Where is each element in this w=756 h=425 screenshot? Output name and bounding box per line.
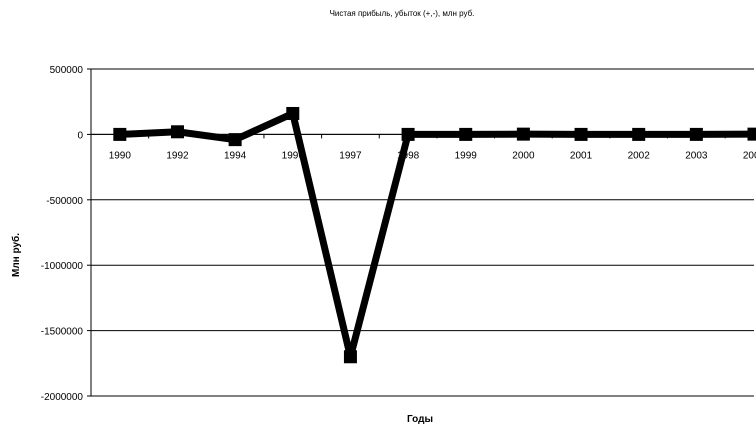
x-tick-label: 2001	[570, 150, 593, 161]
y-tick-label: -500000	[46, 196, 83, 207]
data-point	[113, 127, 127, 141]
gridlines	[87, 68, 754, 397]
x-axis-title: Годы	[407, 414, 433, 425]
y-tick-label: -1500000	[41, 327, 84, 338]
y-tick-label: 0	[77, 130, 83, 141]
x-tick-label: 2004	[743, 150, 756, 161]
x-tick-label: 2002	[628, 150, 651, 161]
x-tick-label: 1996	[282, 150, 305, 161]
x-tick-label: 1999	[455, 150, 478, 161]
y-tick-labels: 500000 0 -500000 -1000000 -1500000 -2000000	[41, 65, 84, 403]
data-point	[459, 127, 473, 141]
y-axis-title: Млн руб.	[10, 233, 22, 277]
series-line	[119, 108, 755, 358]
data-markers	[113, 106, 756, 364]
data-point	[516, 127, 530, 141]
x-tick-label: 1990	[109, 150, 132, 161]
data-point	[689, 127, 703, 141]
x-tick-label: 2000	[512, 150, 535, 161]
y-tick-label: -2000000	[41, 392, 84, 403]
y-tick-label: -1000000	[41, 261, 84, 272]
data-point	[170, 125, 184, 139]
x-tick-label: 1997	[339, 150, 362, 161]
y-tick-label: 500000	[50, 65, 84, 76]
x-tick-label: 2003	[685, 150, 708, 161]
data-point	[574, 127, 588, 141]
data-point	[401, 127, 415, 141]
data-point	[286, 106, 300, 120]
x-tick-label: 1998	[397, 150, 420, 161]
chart-title: Чистая прибыль, убыток (+,-), млн руб.	[330, 9, 475, 18]
data-point	[228, 133, 242, 147]
data-point	[632, 127, 646, 141]
x-tick-label: 1992	[166, 150, 189, 161]
data-point	[343, 350, 357, 364]
data-point	[747, 127, 756, 141]
x-tick-label: 1994	[224, 150, 247, 161]
